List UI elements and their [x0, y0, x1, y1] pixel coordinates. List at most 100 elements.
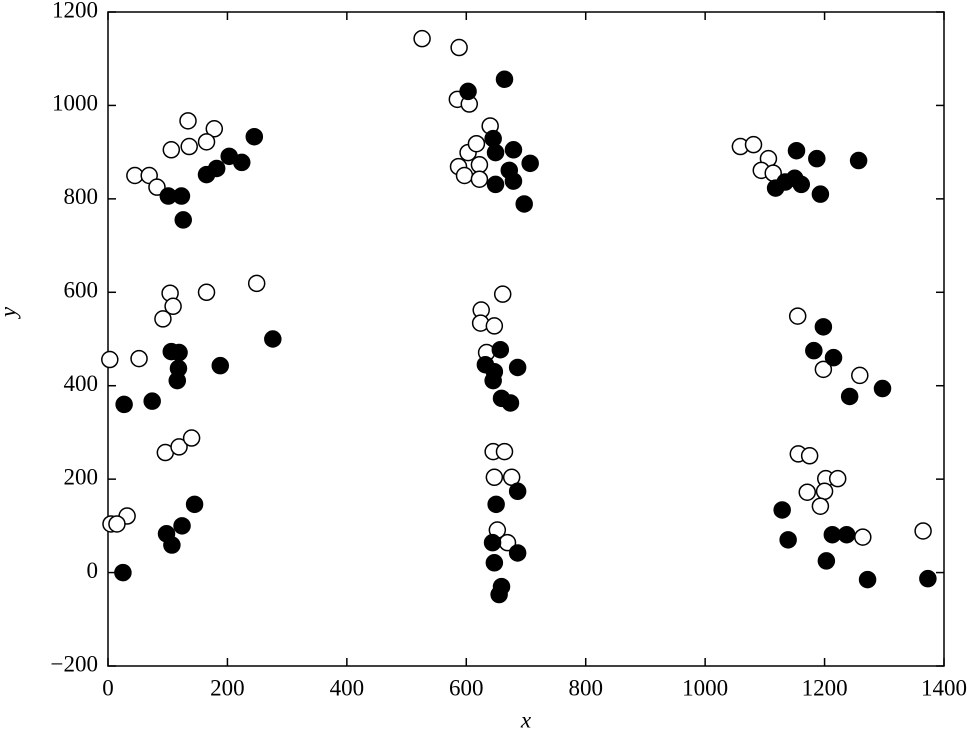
data-point: [914, 522, 932, 540]
data-point: [168, 371, 187, 390]
data-point: [515, 195, 533, 213]
data-point: [485, 468, 504, 487]
data-point: [247, 274, 266, 293]
data-point: [814, 318, 833, 336]
data-point: [493, 285, 512, 303]
data-point: [837, 525, 856, 544]
data-point: [485, 554, 504, 572]
data-point: [413, 29, 431, 48]
data-point: [114, 563, 132, 582]
data-point: [919, 569, 937, 588]
data-point: [824, 348, 843, 367]
data-point: [788, 307, 807, 325]
data-point: [487, 495, 505, 514]
data-point: [815, 482, 834, 501]
data-point: [163, 536, 181, 554]
data-point: [504, 172, 523, 190]
data-point: [162, 141, 181, 159]
data-point: [264, 330, 282, 348]
x-tick-label: 1200: [802, 675, 848, 700]
data-point: [805, 341, 823, 360]
data-point: [233, 153, 251, 172]
data-point: [521, 154, 539, 173]
data-point: [211, 356, 230, 375]
data-point: [508, 358, 527, 377]
x-axis-label: x: [520, 707, 532, 732]
data-point: [205, 120, 224, 138]
x-tick-label: 1000: [682, 675, 728, 700]
data-point: [792, 175, 811, 194]
data-point: [485, 317, 504, 335]
data-point: [486, 175, 505, 194]
data-point: [858, 570, 877, 589]
data-point: [197, 133, 216, 151]
data-point: [455, 166, 474, 185]
data-point: [170, 438, 188, 456]
y-axis-label: y: [0, 306, 20, 319]
y-tick-label: −200: [51, 651, 98, 676]
data-point: [108, 515, 126, 533]
data-point: [817, 552, 836, 570]
data-point: [814, 360, 833, 379]
data-point: [508, 482, 527, 501]
x-tick-label: 400: [330, 675, 365, 700]
data-point: [182, 429, 201, 447]
data-point: [828, 469, 847, 488]
data-point: [115, 395, 133, 414]
data-point: [484, 371, 502, 390]
data-point: [811, 497, 830, 515]
data-point: [854, 528, 872, 546]
y-tick-label: 0: [87, 558, 99, 583]
data-point: [148, 178, 166, 196]
data-point: [172, 187, 191, 205]
data-point: [486, 143, 505, 162]
data-point: [808, 149, 826, 168]
data-point: [495, 442, 514, 461]
data-point: [470, 156, 489, 174]
data-point: [504, 141, 523, 159]
plot-frame: [107, 11, 945, 667]
data-point: [197, 165, 216, 184]
data-point: [840, 387, 859, 406]
data-point: [130, 349, 148, 368]
data-point: [491, 340, 510, 359]
data-point: [779, 531, 797, 549]
data-point: [470, 170, 489, 188]
y-tick-label: 200: [64, 464, 99, 489]
data-point: [174, 211, 192, 229]
data-point: [245, 127, 264, 146]
y-tick-label: 1200: [52, 0, 98, 22]
data-point: [164, 297, 182, 316]
data-point: [173, 517, 191, 535]
x-tick-label: 800: [568, 675, 603, 700]
data-point: [811, 185, 830, 203]
data-point: [800, 447, 819, 465]
data-point: [450, 38, 468, 57]
data-point: [185, 495, 204, 514]
x-tick-label: 0: [102, 675, 114, 700]
data-point: [459, 82, 477, 101]
data-point: [179, 112, 197, 130]
data-point: [490, 585, 508, 604]
data-point: [197, 283, 216, 302]
data-point: [501, 394, 520, 412]
data-point: [180, 137, 198, 156]
data-point: [798, 483, 817, 501]
data-point: [483, 533, 502, 552]
data-point: [773, 501, 791, 519]
data-point: [170, 343, 188, 362]
data-point: [744, 135, 763, 154]
data-point: [101, 350, 119, 369]
y-tick-label: 800: [64, 184, 99, 209]
data-point: [508, 544, 527, 562]
data-point: [143, 392, 161, 410]
y-tick-label: 600: [64, 278, 99, 303]
y-tick-label: 1000: [52, 91, 98, 116]
data-point: [467, 134, 486, 153]
data-point: [873, 379, 892, 398]
data-point: [154, 310, 172, 328]
data-point: [849, 151, 868, 170]
x-tick-label: 600: [449, 675, 484, 700]
data-point: [787, 141, 806, 160]
